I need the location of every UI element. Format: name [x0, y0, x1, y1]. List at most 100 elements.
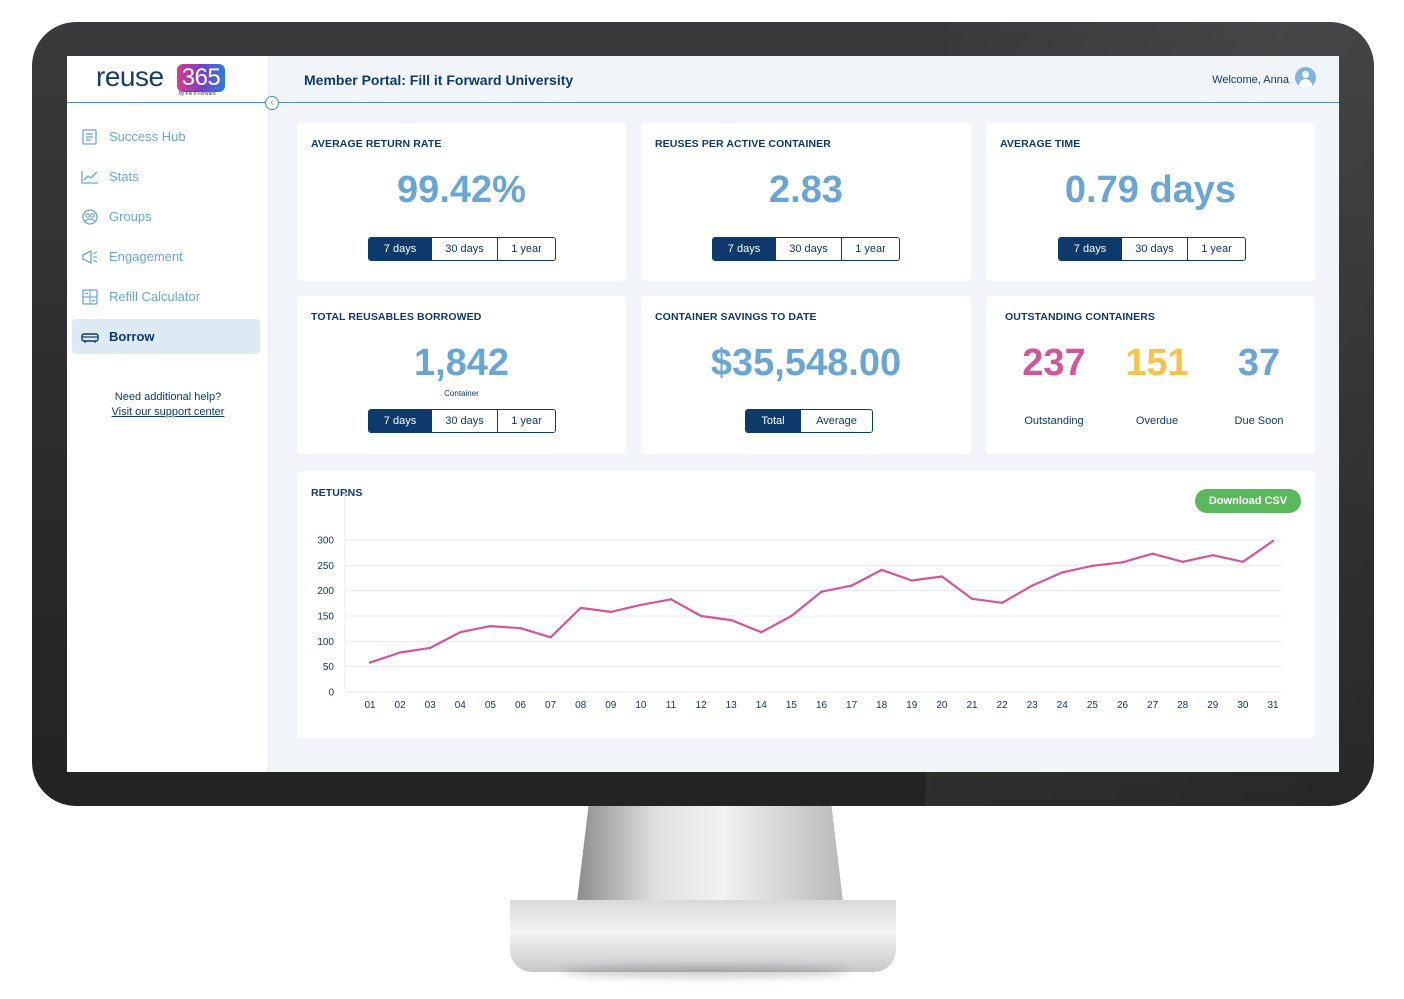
card-title: AVERAGE TIME	[1000, 138, 1081, 150]
x-tick-label: 28	[1177, 700, 1189, 711]
x-tick-label: 29	[1207, 700, 1219, 711]
range-7-days-button[interactable]: 7 days	[1059, 238, 1121, 260]
data-point	[1211, 554, 1214, 557]
help-text: Need additional help?	[114, 391, 222, 403]
sidebar-item-label: Refill Calculator	[109, 289, 201, 304]
data-point	[1271, 539, 1275, 543]
collapse-sidebar-button[interactable]: ‹	[265, 96, 279, 110]
card-title: RETURNS	[311, 487, 363, 499]
range-7-days-button[interactable]: 7 days	[369, 238, 431, 260]
welcome-text: Welcome, Anna	[1212, 74, 1289, 86]
x-tick-label: 11	[666, 700, 677, 711]
borrow-icon	[81, 329, 99, 345]
sidebar-item-success-hub[interactable]: Success Hub	[72, 119, 260, 154]
outstanding-containers-card: OUTSTANDING CONTAINERS 237 151 37 Outsta…	[986, 296, 1315, 454]
range-1-year-button[interactable]: 1 year	[497, 238, 555, 260]
top-bar: Member Portal: Fill it Forward Universit…	[269, 56, 1339, 103]
x-tick-label: 10	[635, 700, 647, 711]
card-title: CONTAINER SAVINGS TO DATE	[655, 311, 817, 323]
x-tick-label: 25	[1087, 700, 1099, 711]
range-selector: 7 days 30 days 1 year	[712, 237, 900, 261]
due-soon-count: 37	[1237, 342, 1281, 384]
x-tick-label: 16	[816, 700, 828, 711]
refill-calculator-icon	[81, 288, 99, 305]
sidebar-item-label: Stats	[109, 169, 139, 184]
range-30-days-button[interactable]: 30 days	[431, 410, 497, 432]
x-tick-label: 27	[1147, 700, 1159, 711]
data-point	[519, 626, 522, 630]
range-1-year-button[interactable]: 1 year	[841, 238, 899, 260]
total-button[interactable]: Total	[746, 410, 800, 432]
returns-chart-card: RETURNS Download CSV 0 50 100 150 200 250 300 0…	[297, 471, 1315, 738]
data-point	[429, 646, 432, 650]
reuses-per-container-card: REUSES PER ACTIVE CONTAINER 2.83 7 days …	[641, 123, 971, 281]
data-point	[820, 590, 823, 593]
engagement-icon	[81, 249, 99, 265]
logo[interactable]: reuse 365 by Fill it Forward	[67, 56, 269, 103]
x-tick-label: 26	[1117, 700, 1129, 711]
success-hub-icon	[81, 128, 99, 145]
x-tick-label: 13	[726, 700, 738, 711]
x-tick-label: 31	[1267, 700, 1279, 711]
x-tick-label: 22	[997, 700, 1009, 711]
range-1-year-button[interactable]: 1 year	[497, 410, 555, 432]
data-point	[1121, 561, 1124, 564]
x-tick-label: 02	[395, 700, 407, 711]
data-point	[699, 614, 703, 618]
data-point	[730, 618, 733, 622]
container-savings-value: $35,548.00	[710, 342, 902, 384]
data-point	[850, 584, 853, 587]
data-point	[1091, 564, 1094, 568]
page-title: Member Portal: Fill it Forward Universit…	[304, 72, 574, 88]
data-point	[639, 603, 643, 607]
average-button[interactable]: Average	[800, 410, 872, 432]
screen: reuse 365 by Fill it Forward Success Hub…	[67, 56, 1339, 772]
y-tick-label: 300	[317, 536, 334, 547]
range-7-days-button[interactable]: 7 days	[713, 238, 775, 260]
x-tick-label: 24	[1057, 700, 1069, 711]
average-time-value: 0.79 days	[1064, 169, 1237, 211]
help-section: Need additional help? Visit our support …	[67, 390, 269, 420]
range-1-year-button[interactable]: 1 year	[1187, 238, 1245, 260]
sidebar-item-label: Engagement	[109, 249, 183, 264]
sidebar-item-engagement[interactable]: Engagement	[72, 239, 260, 274]
data-point	[1241, 560, 1245, 563]
y-tick-label: 0	[328, 688, 334, 699]
outstanding-label: Outstanding	[1024, 415, 1084, 427]
card-title: OUTSTANDING CONTAINERS	[1005, 311, 1155, 323]
logo-subtitle: by Fill it Forward	[179, 91, 216, 97]
data-point	[368, 661, 372, 664]
monitor-base	[510, 900, 896, 972]
range-30-days-button[interactable]: 30 days	[431, 238, 497, 260]
sidebar-item-borrow[interactable]: Borrow	[72, 319, 260, 354]
logo-word: reuse	[96, 61, 164, 92]
average-return-rate-value: 99.42%	[397, 169, 526, 211]
data-point	[669, 598, 673, 601]
user-avatar-icon[interactable]	[1295, 67, 1316, 88]
y-tick-label: 50	[323, 662, 335, 673]
savings-mode-selector: Total Average	[745, 409, 873, 433]
sidebar-item-refill-calculator[interactable]: Refill Calculator	[72, 279, 260, 314]
range-30-days-button[interactable]: 30 days	[775, 238, 841, 260]
avatar-head	[1302, 71, 1309, 78]
range-30-days-button[interactable]: 30 days	[1121, 238, 1187, 260]
x-tick-label: 17	[846, 700, 858, 711]
data-point	[609, 610, 612, 614]
download-csv-button[interactable]: Download CSV	[1195, 489, 1301, 513]
card-title: REUSES PER ACTIVE CONTAINER	[655, 138, 831, 150]
data-point	[790, 614, 793, 618]
x-tick-label: 18	[876, 700, 888, 711]
sidebar-item-stats[interactable]: Stats	[72, 159, 260, 194]
y-tick-label: 150	[317, 612, 334, 623]
sidebar-item-groups[interactable]: Groups	[72, 199, 260, 234]
range-7-days-button[interactable]: 7 days	[369, 410, 431, 432]
x-tick-label: 19	[906, 700, 918, 711]
support-center-link[interactable]: Visit our support center	[111, 406, 225, 418]
x-tick-label: 21	[966, 700, 978, 711]
x-tick-label: 04	[455, 700, 467, 711]
chevron-left-icon: ‹	[270, 97, 274, 108]
monitor-base-shadow	[560, 966, 850, 978]
data-point	[549, 636, 552, 639]
data-point	[880, 568, 883, 572]
